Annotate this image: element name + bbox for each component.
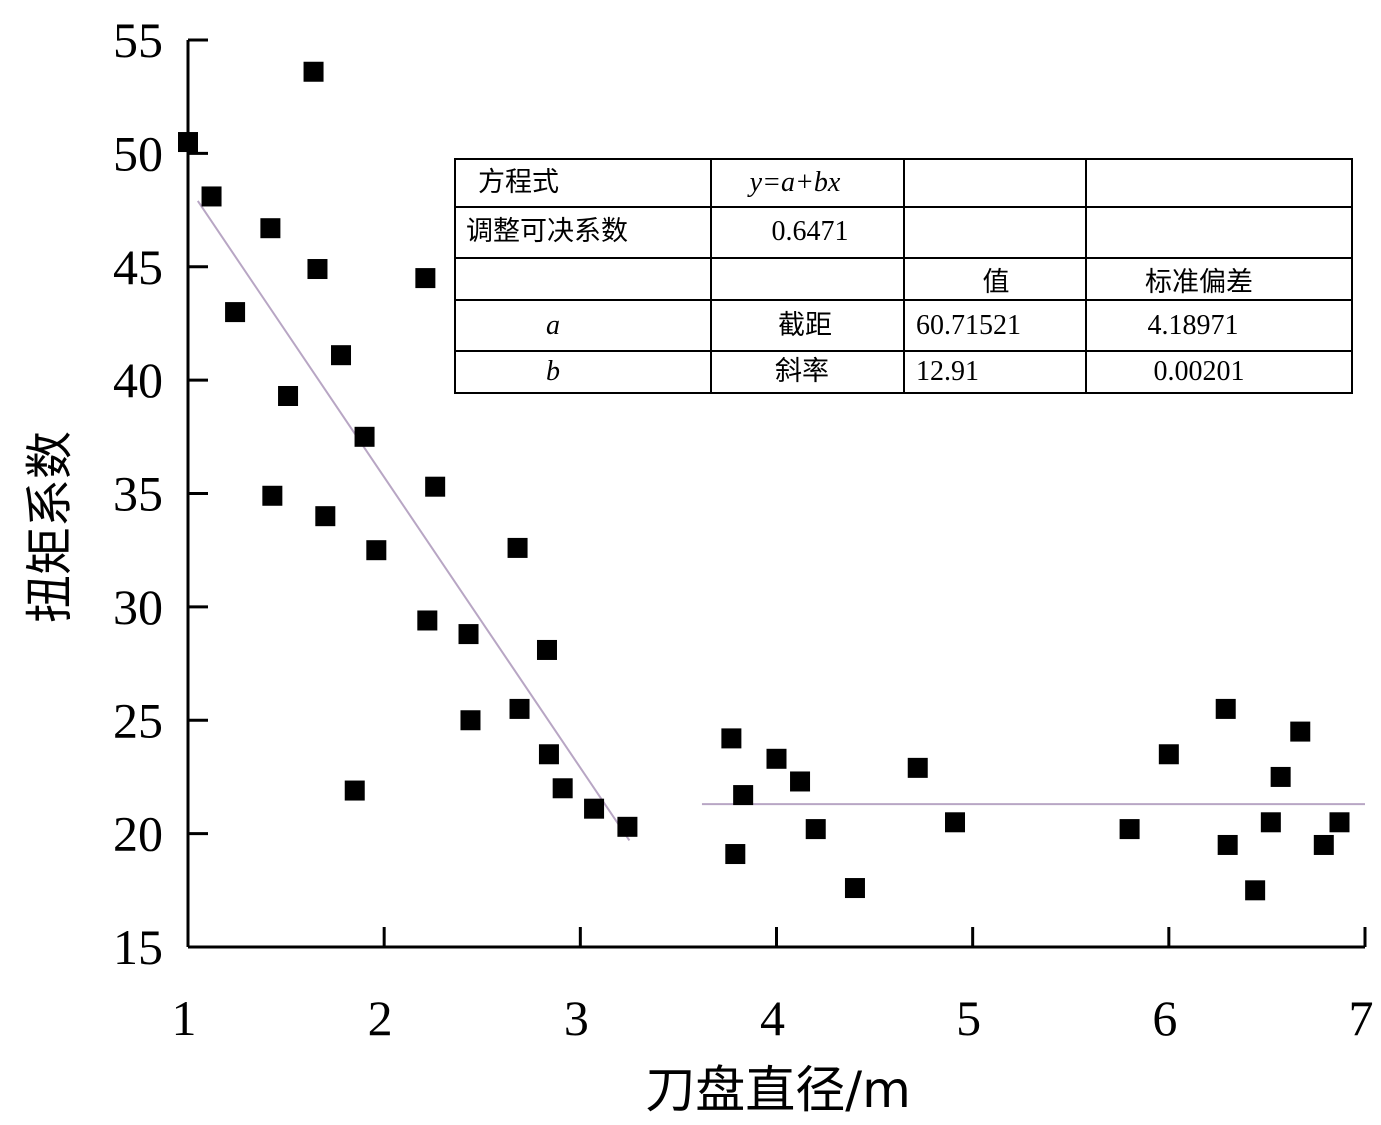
data-point — [458, 624, 479, 645]
data-point — [945, 812, 966, 833]
data-point — [1245, 880, 1266, 901]
y-axis-title: 扭矩系数 — [22, 431, 78, 623]
data-point — [354, 426, 375, 447]
table-cell: 60.71521 — [916, 310, 1021, 341]
data-point — [425, 476, 446, 497]
data-point — [178, 132, 198, 153]
y-tick-label: 40 — [113, 352, 163, 408]
table-cell: 斜率 — [775, 356, 829, 387]
data-point — [766, 748, 787, 769]
data-point — [507, 537, 528, 558]
x-tick-label: 3 — [564, 990, 589, 1046]
data-point — [538, 744, 559, 765]
data-point — [303, 61, 324, 82]
y-tick-label: 30 — [113, 579, 163, 635]
x-tick-label: 1 — [172, 990, 197, 1046]
data-point — [1313, 834, 1334, 855]
x-tick-label: 7 — [1349, 990, 1374, 1046]
y-tick-label: 35 — [113, 466, 163, 522]
data-point — [1290, 721, 1311, 742]
table-cell: 调整可决系数 — [466, 216, 628, 247]
table-cell: 0.00201 — [1154, 356, 1245, 387]
data-points — [178, 61, 1350, 901]
y-tick-label: 25 — [113, 692, 163, 748]
data-point — [344, 780, 365, 801]
table-cell: y=a+bx — [747, 167, 841, 198]
data-point — [331, 345, 352, 366]
data-point — [1217, 834, 1238, 855]
data-point — [1158, 744, 1179, 765]
regression-table: 方程式 y=a+bx 调整可决系数 0.6471 值 标准偏差 a 截距 60.71521 4.1… — [454, 158, 1353, 394]
y-tick-label: 55 — [113, 12, 163, 68]
data-point — [201, 186, 222, 207]
table-cell: a — [546, 310, 560, 341]
data-point — [1260, 812, 1281, 833]
data-point — [617, 816, 638, 837]
data-point — [584, 798, 605, 819]
y-tick-label: 15 — [113, 919, 163, 975]
x-tick-label: 4 — [760, 990, 785, 1046]
data-point — [417, 610, 438, 631]
data-point — [415, 268, 436, 289]
data-point — [552, 778, 573, 799]
data-point — [1215, 698, 1236, 719]
data-point — [278, 385, 299, 406]
data-point — [1119, 819, 1140, 840]
data-point — [907, 757, 928, 778]
table-cell: 截距 — [778, 310, 832, 341]
table-cell: 12.91 — [916, 356, 979, 387]
data-point — [733, 785, 754, 806]
data-point — [790, 771, 811, 792]
table-cell: 标准偏差 — [1145, 267, 1253, 298]
y-tick-label: 50 — [113, 125, 163, 181]
fit-lines — [196, 200, 1365, 841]
data-point — [725, 844, 746, 865]
y-tick-label: 20 — [113, 806, 163, 862]
table-cell: b — [546, 356, 560, 387]
x-tick-label: 2 — [368, 990, 393, 1046]
data-point — [260, 218, 281, 239]
table-cell: 0.6471 — [772, 216, 849, 247]
data-point — [307, 259, 328, 280]
fit-line — [196, 200, 631, 841]
table-cell: 4.18971 — [1148, 310, 1239, 341]
data-point — [366, 540, 387, 561]
data-point — [262, 485, 283, 506]
data-point — [1329, 812, 1350, 833]
table-cell: 值 — [983, 267, 1010, 298]
data-point — [805, 819, 826, 840]
data-point — [844, 878, 865, 899]
data-point — [509, 698, 530, 719]
data-point — [315, 506, 336, 527]
x-tick-label: 5 — [956, 990, 981, 1046]
x-tick-label: 6 — [1152, 990, 1177, 1046]
table-cell: 方程式 — [478, 167, 559, 198]
data-point — [536, 639, 557, 660]
data-point — [1270, 766, 1291, 787]
y-tick-label: 45 — [113, 239, 163, 295]
data-point — [225, 302, 246, 323]
data-point — [460, 710, 481, 731]
data-point — [721, 728, 742, 749]
x-axis-title: 刀盘直径/m — [645, 1061, 911, 1119]
